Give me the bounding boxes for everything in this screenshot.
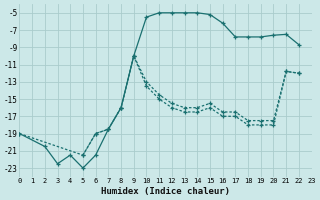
- X-axis label: Humidex (Indice chaleur): Humidex (Indice chaleur): [101, 187, 230, 196]
